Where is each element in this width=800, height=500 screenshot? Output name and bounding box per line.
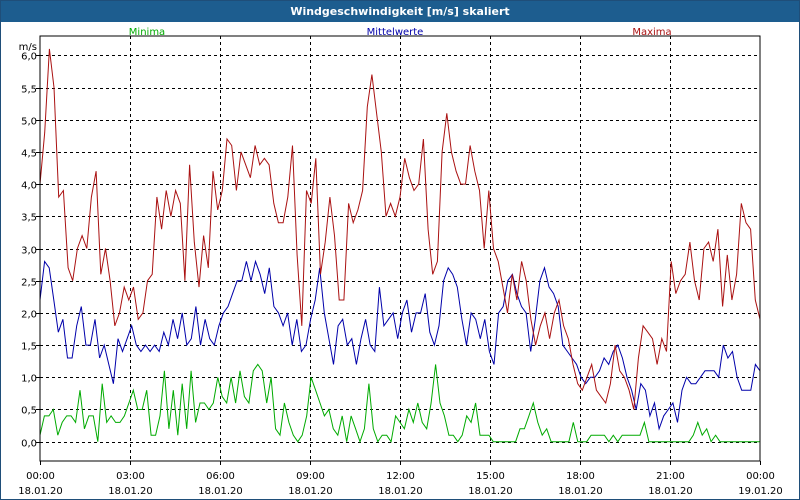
y-tick-label: 2,0 xyxy=(21,310,37,321)
y-tick-label: 5,5 xyxy=(21,85,37,96)
x-tick-date: 18.01.20 xyxy=(288,486,333,497)
x-tick-time: 12:00 xyxy=(386,471,415,482)
x-tick-time: 06:00 xyxy=(206,471,235,482)
legend: Minima Mittelwerte Maxima xyxy=(129,27,672,38)
y-tick-label: 1,5 xyxy=(21,342,37,353)
x-tick-date: 18.01.20 xyxy=(558,486,603,497)
series-line-mittelwerte xyxy=(39,259,761,431)
y-tick-label: 1,0 xyxy=(21,374,37,385)
x-tick-date: 18.01.20 xyxy=(468,486,513,497)
y-axis-label: m/s xyxy=(19,42,37,53)
x-axis-ticks: 00:00 18.01.20 03:00 18.01.20 06:00 18.01.20 0… xyxy=(18,461,783,497)
y-tick-label: 4,5 xyxy=(21,149,37,160)
y-tick-label: 0,0 xyxy=(21,439,37,450)
legend-mittelwerte: Mittelwerte xyxy=(367,27,424,38)
series-line-minima xyxy=(39,363,760,444)
x-tick-date: 18.01.20 xyxy=(378,486,423,497)
x-tick-time: 09:00 xyxy=(296,471,325,482)
grid xyxy=(40,36,760,461)
x-tick-time: 15:00 xyxy=(476,471,505,482)
x-tick-time: 21:00 xyxy=(656,471,685,482)
x-tick-time: 00:00 xyxy=(26,471,55,482)
x-tick-date: 18.01.20 xyxy=(648,486,693,497)
y-tick-label: 2,5 xyxy=(21,278,37,289)
chart-title: Windgeschwindigkeit [m/s] skaliert xyxy=(1,1,799,22)
x-tick-date: 18.01.20 xyxy=(198,486,243,497)
x-tick-date: 18.01.20 xyxy=(108,486,153,497)
y-tick-label: 0,5 xyxy=(21,406,37,417)
y-tick-label: 6,0 xyxy=(21,52,37,63)
x-tick-date: 18.01.20 xyxy=(18,486,63,497)
legend-maxima: Maxima xyxy=(632,27,671,38)
x-tick-date: 19.01.20 xyxy=(738,486,783,497)
x-tick-time: 00:00 xyxy=(746,471,775,482)
y-tick-label: 4,0 xyxy=(21,181,37,192)
series-lines xyxy=(39,48,761,444)
plot-frame xyxy=(39,35,761,462)
x-tick-time: 03:00 xyxy=(116,471,145,482)
legend-minima: Minima xyxy=(129,27,165,38)
y-axis-ticks: 0,0 0,5 1,0 1,5 2,0 2,5 3,0 3,5 4,0 4,5 5,0 5,5 6,0 xyxy=(21,52,40,450)
y-tick-label: 3,0 xyxy=(21,246,37,257)
y-tick-label: 3,5 xyxy=(21,213,37,224)
x-tick-time: 18:00 xyxy=(566,471,595,482)
y-tick-label: 5,0 xyxy=(21,117,37,128)
series-line-maxima xyxy=(39,48,761,410)
